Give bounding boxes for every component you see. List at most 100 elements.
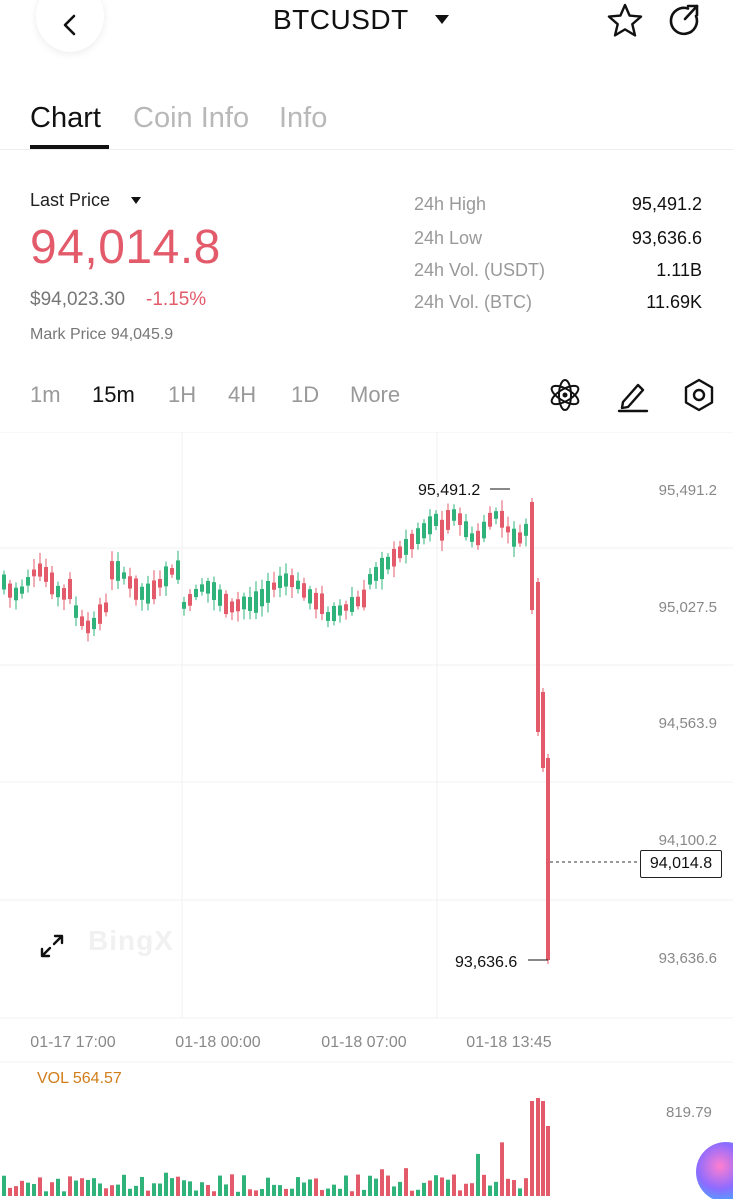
volume-bar bbox=[50, 1182, 54, 1196]
candle-body bbox=[44, 567, 48, 582]
volume-bar bbox=[512, 1180, 516, 1196]
active-tab-indicator bbox=[30, 145, 109, 149]
candle-body bbox=[200, 584, 204, 592]
volume-bar bbox=[296, 1177, 300, 1196]
star-icon[interactable] bbox=[606, 2, 644, 40]
tab-info[interactable]: Info bbox=[279, 102, 328, 134]
volume-bar bbox=[464, 1183, 468, 1196]
volume-bar bbox=[230, 1174, 234, 1196]
stat-label-24h-high: 24h High bbox=[414, 194, 487, 214]
candle-body bbox=[176, 560, 180, 580]
bingx-watermark: BingX bbox=[88, 925, 174, 956]
volume-bar bbox=[356, 1174, 360, 1196]
candle-body bbox=[182, 601, 186, 609]
y-axis-tick-label: 93,636.6 bbox=[659, 950, 717, 967]
candlestick-chart[interactable]: 95,491.2 95,027.5 94,563.9 94,100.2 93,636.6… bbox=[0, 432, 733, 1199]
share-icon[interactable] bbox=[666, 2, 704, 40]
candle-body bbox=[320, 593, 324, 615]
candle-body bbox=[470, 533, 474, 542]
interval-4h[interactable]: 4H bbox=[228, 382, 257, 407]
volume-bar bbox=[2, 1175, 6, 1196]
interval-1h[interactable]: 1H bbox=[168, 382, 197, 407]
tab-bar: Chart Coin Info Info bbox=[0, 98, 733, 150]
volume-bar bbox=[416, 1189, 420, 1196]
candle-body bbox=[296, 580, 300, 590]
volume-bar bbox=[541, 1101, 545, 1196]
candle-body bbox=[326, 612, 330, 621]
volume-bar bbox=[344, 1175, 348, 1196]
volume-bar bbox=[314, 1178, 318, 1196]
settings-hexagon-icon[interactable] bbox=[680, 376, 718, 414]
y-axis-tick-label: 94,100.2 bbox=[659, 832, 717, 849]
candle-body bbox=[518, 532, 522, 544]
volume-bar bbox=[206, 1184, 210, 1196]
candle-body bbox=[546, 758, 550, 960]
caret-down-icon[interactable] bbox=[434, 14, 450, 26]
volume-bar bbox=[326, 1188, 330, 1196]
candle-body bbox=[56, 585, 60, 598]
candle-body bbox=[128, 576, 132, 589]
usd-price: $94,023.30 bbox=[30, 289, 126, 310]
volume-label: VOL 564.57 bbox=[37, 1070, 122, 1087]
interval-more[interactable]: More bbox=[350, 382, 401, 407]
candle-body bbox=[8, 583, 12, 598]
stat-value-24h-low: 93,636.6 bbox=[631, 228, 702, 248]
candle-body bbox=[380, 557, 384, 580]
volume-bar bbox=[80, 1178, 84, 1196]
candle-body bbox=[374, 566, 378, 581]
indicator-atom-icon[interactable] bbox=[546, 376, 584, 414]
last-price-selector[interactable]: Last Price bbox=[30, 190, 111, 210]
interval-1d[interactable]: 1D bbox=[291, 382, 320, 407]
volume-bar bbox=[140, 1176, 144, 1196]
tab-coin-info[interactable]: Coin Info bbox=[133, 102, 250, 134]
caret-down-icon[interactable] bbox=[130, 196, 142, 205]
high-marker-label: 95,491.2 bbox=[418, 482, 480, 499]
volume-bar bbox=[422, 1182, 426, 1196]
chart-canvas[interactable]: 95,491.2 95,027.5 94,563.9 94,100.2 93,636.6… bbox=[0, 432, 733, 1199]
volume-bar bbox=[194, 1190, 198, 1196]
volume-bar bbox=[332, 1184, 336, 1196]
expand-icon[interactable] bbox=[38, 932, 66, 960]
volume-bar bbox=[92, 1178, 96, 1196]
candle-body bbox=[458, 513, 462, 525]
interval-1m[interactable]: 1m bbox=[30, 382, 61, 407]
stat-label-24h-vol-usdt: 24h Vol. (USDT) bbox=[414, 260, 546, 280]
candle-body bbox=[104, 602, 108, 613]
candle-body bbox=[398, 546, 402, 559]
back-chevron-icon bbox=[63, 14, 76, 36]
volume-bar bbox=[404, 1168, 408, 1196]
pair-title[interactable]: BTCUSDT bbox=[273, 4, 409, 35]
candle-body bbox=[134, 578, 138, 600]
volume-bar bbox=[518, 1188, 522, 1196]
candle-body bbox=[266, 580, 270, 603]
candle-body bbox=[308, 589, 312, 604]
tab-chart[interactable]: Chart bbox=[30, 102, 101, 134]
volume-bar bbox=[248, 1189, 252, 1196]
volume-bar bbox=[224, 1184, 228, 1196]
volume-bar bbox=[20, 1180, 24, 1196]
candle-body bbox=[272, 582, 276, 590]
y-axis-tick-label: 95,491.2 bbox=[659, 482, 717, 499]
volume-bar bbox=[290, 1188, 294, 1196]
volume-bar bbox=[386, 1175, 390, 1196]
volume-bar bbox=[152, 1183, 156, 1196]
volume-bar bbox=[170, 1178, 174, 1196]
draw-pencil-icon[interactable] bbox=[614, 376, 652, 414]
volume-bar bbox=[452, 1174, 456, 1196]
candle-body bbox=[278, 575, 282, 588]
back-button[interactable] bbox=[36, 0, 104, 52]
volume-bar bbox=[56, 1178, 60, 1196]
volume-bar bbox=[32, 1183, 36, 1196]
candle-body bbox=[152, 580, 156, 600]
volume-bar bbox=[164, 1172, 168, 1196]
candle-body bbox=[350, 597, 354, 612]
low-marker-label: 93,636.6 bbox=[455, 954, 517, 971]
x-axis-tick-label: 01-18 07:00 bbox=[321, 1034, 407, 1051]
volume-bar bbox=[320, 1189, 324, 1196]
x-axis-tick-label: 01-18 00:00 bbox=[175, 1034, 261, 1051]
candle-body bbox=[356, 596, 360, 607]
interval-15m[interactable]: 15m bbox=[92, 382, 135, 407]
volume-bar bbox=[74, 1180, 78, 1196]
volume-bar bbox=[546, 1126, 550, 1196]
volume-bar bbox=[524, 1178, 528, 1196]
